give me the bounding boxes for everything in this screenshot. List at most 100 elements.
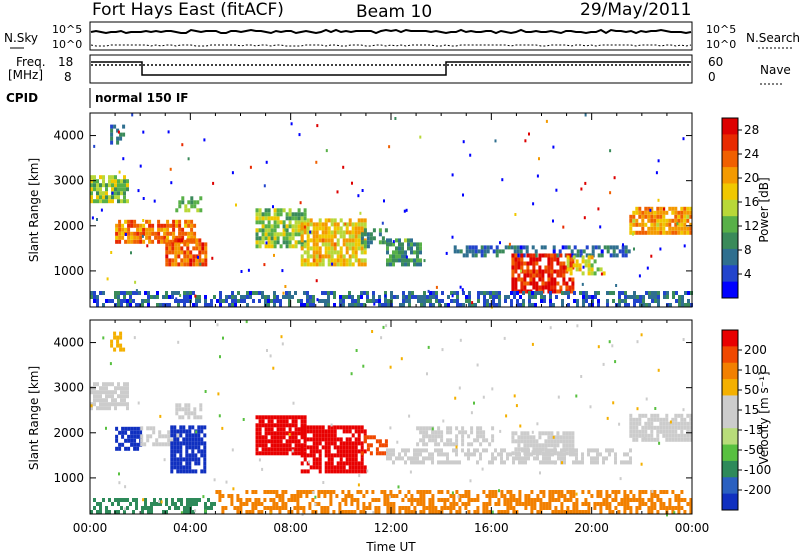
heatmap-cell — [456, 295, 459, 299]
heatmap-cell — [517, 443, 521, 448]
heatmap-cell — [251, 490, 255, 494]
heatmap-cell — [561, 245, 565, 250]
heatmap-cell — [511, 451, 515, 456]
heatmap-cell — [285, 451, 289, 456]
heatmap-cell — [297, 212, 301, 217]
heatmap-cell — [407, 258, 410, 263]
heatmap-cell — [662, 490, 666, 494]
heatmap-cell — [378, 451, 382, 456]
heatmap-cell — [470, 442, 474, 447]
heatmap-cell — [419, 494, 423, 498]
colorbar-tick-label: 100 — [744, 363, 767, 377]
heatmap-cell — [393, 295, 396, 299]
heatmap-cell — [285, 447, 289, 452]
heatmap-cell — [188, 469, 192, 474]
heatmap-cell — [482, 395, 485, 399]
heatmap-cell — [608, 340, 611, 344]
heatmap-cell — [517, 257, 521, 262]
heatmap-cell — [108, 382, 111, 387]
heatmap-cell — [408, 295, 411, 299]
heatmap-cell — [93, 179, 96, 184]
heatmap-cell — [671, 206, 675, 211]
y-tick-label: 3000 — [53, 381, 84, 395]
heatmap-cell — [273, 439, 277, 444]
heatmap-cell — [553, 439, 557, 444]
heatmap-cell — [509, 452, 512, 457]
heatmap-cell — [124, 227, 128, 232]
heatmap-cell — [188, 457, 192, 462]
heatmap-cell — [123, 195, 126, 200]
heatmap-cell — [544, 439, 548, 444]
heatmap-cell — [621, 253, 625, 258]
heatmap-cell — [96, 218, 98, 221]
heatmap-cell — [195, 299, 198, 303]
heatmap-cell — [521, 460, 524, 465]
heatmap-cell — [677, 506, 681, 510]
heatmap-cell — [196, 208, 200, 213]
heatmap-cell — [176, 457, 180, 462]
heatmap-cell — [375, 451, 379, 456]
heatmap-cell — [170, 441, 174, 446]
heatmap-cell — [540, 295, 543, 299]
heatmap-cell — [626, 460, 629, 465]
heatmap-cell — [117, 502, 120, 506]
heatmap-cell — [357, 194, 360, 198]
heatmap-cell — [568, 261, 572, 266]
heatmap-cell — [510, 245, 514, 250]
heatmap-cell — [665, 490, 669, 494]
heatmap-cell — [177, 291, 180, 295]
heatmap-cell — [344, 222, 347, 226]
heatmap-cell — [189, 502, 192, 506]
heatmap-cell — [204, 254, 208, 259]
heatmap-cell — [345, 449, 349, 454]
heatmap-cell — [152, 430, 156, 435]
colorbar-swatch — [722, 493, 738, 511]
heatmap-cell — [219, 355, 221, 359]
heatmap-cell — [342, 258, 346, 263]
heatmap-cell — [541, 285, 545, 290]
heatmap-cell — [374, 506, 378, 510]
heatmap-cell — [118, 231, 122, 236]
heatmap-cell — [192, 498, 195, 502]
heatmap-cell — [638, 433, 642, 438]
heatmap-cell — [90, 187, 93, 192]
heatmap-cell — [381, 221, 384, 225]
heatmap-cell — [442, 419, 445, 423]
heatmap-cell — [258, 451, 262, 456]
heatmap-cell — [428, 498, 432, 502]
heatmap-cell — [282, 423, 286, 428]
heatmap-cell — [93, 394, 96, 399]
heatmap-cell — [231, 291, 234, 295]
heatmap-cell — [318, 465, 322, 470]
heatmap-cell — [482, 506, 486, 510]
heatmap-cell — [174, 506, 177, 510]
heatmap-cell — [486, 299, 489, 303]
heatmap-cell — [174, 242, 178, 247]
heatmap-cell — [273, 253, 275, 257]
heatmap-cell — [183, 250, 187, 255]
beam-title: Beam 10 — [356, 2, 432, 22]
heatmap-cell — [474, 303, 477, 307]
heatmap-cell — [269, 354, 272, 358]
heatmap-cell — [682, 408, 685, 412]
heatmap-cell — [348, 262, 352, 267]
heatmap-cell — [638, 206, 642, 211]
heatmap-cell — [659, 421, 663, 426]
heatmap-cell — [348, 437, 352, 442]
heatmap-cell — [581, 255, 585, 260]
heatmap-cell — [211, 256, 214, 260]
heatmap-cell — [163, 458, 166, 462]
heatmap-cell — [348, 457, 352, 462]
heatmap-cell — [428, 490, 432, 494]
heatmap-cell — [291, 415, 295, 420]
heatmap-cell — [330, 254, 334, 259]
heatmap-cell — [360, 246, 364, 251]
heatmap-cell — [239, 498, 243, 502]
heatmap-cell — [356, 498, 360, 502]
heatmap-cell — [420, 299, 423, 303]
heatmap-cell — [492, 295, 495, 299]
heatmap-cell — [413, 506, 417, 510]
heatmap-cell — [263, 506, 267, 510]
heatmap-cell — [285, 224, 289, 229]
heatmap-cell — [199, 262, 202, 266]
